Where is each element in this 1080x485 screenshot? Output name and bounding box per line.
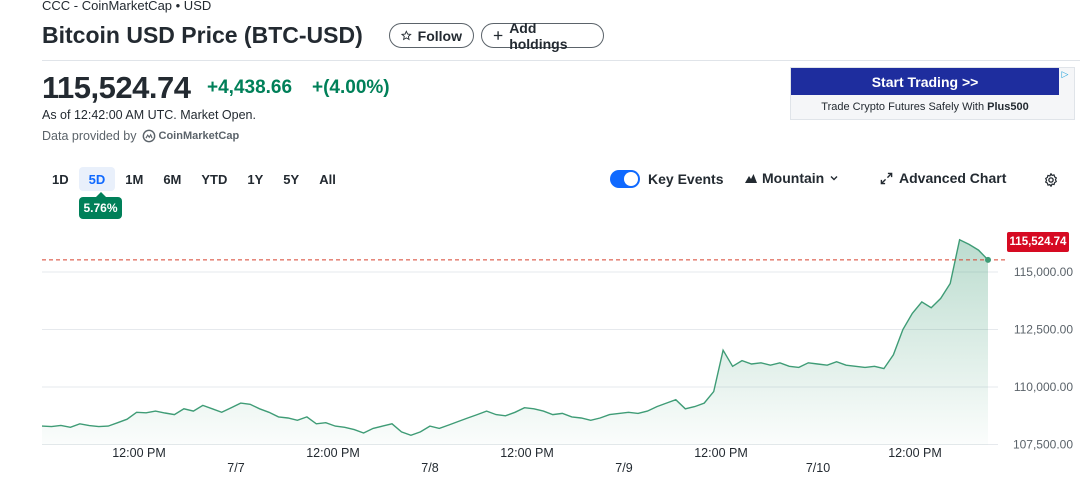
chevron-down-icon xyxy=(830,176,838,181)
range-tabs: 1D 5D 1M 6M YTD 1Y 5Y All xyxy=(42,167,346,191)
star-icon xyxy=(401,30,412,41)
price-change-percent: +(4.00%) xyxy=(312,77,390,98)
x-tick-label: 7/8 xyxy=(421,461,438,475)
ad-text-prefix: Trade Crypto Futures Safely With xyxy=(821,101,988,113)
range-tab-1y[interactable]: 1Y xyxy=(247,171,264,187)
price-chart[interactable]: 115,000.00 112,500.00 110,000.00 107,500.00… xyxy=(0,195,1080,485)
coinmarketcap-logo[interactable]: CoinMarketCap xyxy=(142,129,240,143)
current-price: 115,524.74 xyxy=(42,70,191,105)
advanced-chart-button[interactable]: Advanced Chart xyxy=(880,170,1006,186)
range-tab-5d[interactable]: 5D xyxy=(78,167,116,191)
start-trading-button[interactable]: Start Trading >> xyxy=(791,68,1059,95)
ad-text: Trade Crypto Futures Safely With Plus500 xyxy=(791,101,1059,113)
add-holdings-label: Add holdings xyxy=(509,19,568,52)
x-tick-label: 7/7 xyxy=(227,461,244,475)
coinmarketcap-icon xyxy=(142,129,155,143)
ad-choices-icon[interactable]: ▷ xyxy=(1061,69,1069,79)
range-tab-ytd[interactable]: YTD xyxy=(201,171,228,187)
range-tab-all[interactable]: All xyxy=(319,171,336,187)
page-title: Bitcoin USD Price (BTC-USD) xyxy=(42,22,363,48)
y-tick-label: 115,000.00 xyxy=(1014,265,1073,279)
advertisement[interactable]: Start Trading >> ▷ Trade Crypto Futures … xyxy=(790,67,1075,120)
range-tab-1m[interactable]: 1M xyxy=(125,171,144,187)
add-holdings-button[interactable]: Add holdings xyxy=(481,20,604,52)
toggle-switch[interactable] xyxy=(610,170,640,188)
gear-icon[interactable] xyxy=(1043,172,1059,188)
range-tab-6m[interactable]: 6M xyxy=(163,171,182,187)
as-of-timestamp: As of 12:42:00 AM UTC. Market Open. xyxy=(42,108,256,122)
key-events-label: Key Events xyxy=(648,171,724,187)
range-tab-5y[interactable]: 5Y xyxy=(283,171,300,187)
key-events-toggle[interactable]: Key Events xyxy=(610,170,723,188)
advanced-chart-label: Advanced Chart xyxy=(899,170,1007,186)
coinmarketcap-name: CoinMarketCap xyxy=(158,130,240,142)
header-divider xyxy=(42,60,1080,61)
y-tick-label: 107,500.00 xyxy=(1013,438,1073,452)
expand-icon xyxy=(880,172,893,184)
current-price-point xyxy=(985,256,991,263)
price-line xyxy=(41,238,989,437)
follow-label: Follow xyxy=(417,27,462,44)
price-change: +4,438.66 xyxy=(207,77,293,98)
y-tick-label: 112,500.00 xyxy=(1014,323,1073,337)
x-tick-label: 12:00 PM xyxy=(888,446,942,460)
mountain-icon xyxy=(745,174,757,183)
x-tick-label: 7/10 xyxy=(806,461,830,475)
range-tab-1d[interactable]: 1D xyxy=(52,171,69,187)
follow-button[interactable]: Follow xyxy=(389,23,474,48)
price-area xyxy=(42,239,988,445)
plus-icon xyxy=(493,31,503,40)
y-tick-label: 110,000.00 xyxy=(1014,380,1073,394)
data-provider: Data provided by CoinMarketCap xyxy=(42,129,239,143)
x-tick-label: 12:00 PM xyxy=(306,446,360,460)
performance-badge: 5.76% xyxy=(79,192,122,219)
current-price-tag: 115,524.74 xyxy=(1007,232,1069,252)
chart-type-label: Mountain xyxy=(762,170,825,186)
breadcrumb: CCC - CoinMarketCap • USD xyxy=(42,0,212,13)
provided-by-label: Data provided by xyxy=(42,129,137,143)
chart-type-select[interactable]: Mountain xyxy=(745,170,839,186)
x-tick-label: 12:00 PM xyxy=(112,446,166,460)
x-tick-label: 7/9 xyxy=(615,461,632,475)
x-tick-label: 12:00 PM xyxy=(500,446,554,460)
ad-brand: Plus500 xyxy=(987,101,1029,113)
x-tick-label: 12:00 PM xyxy=(694,446,748,460)
